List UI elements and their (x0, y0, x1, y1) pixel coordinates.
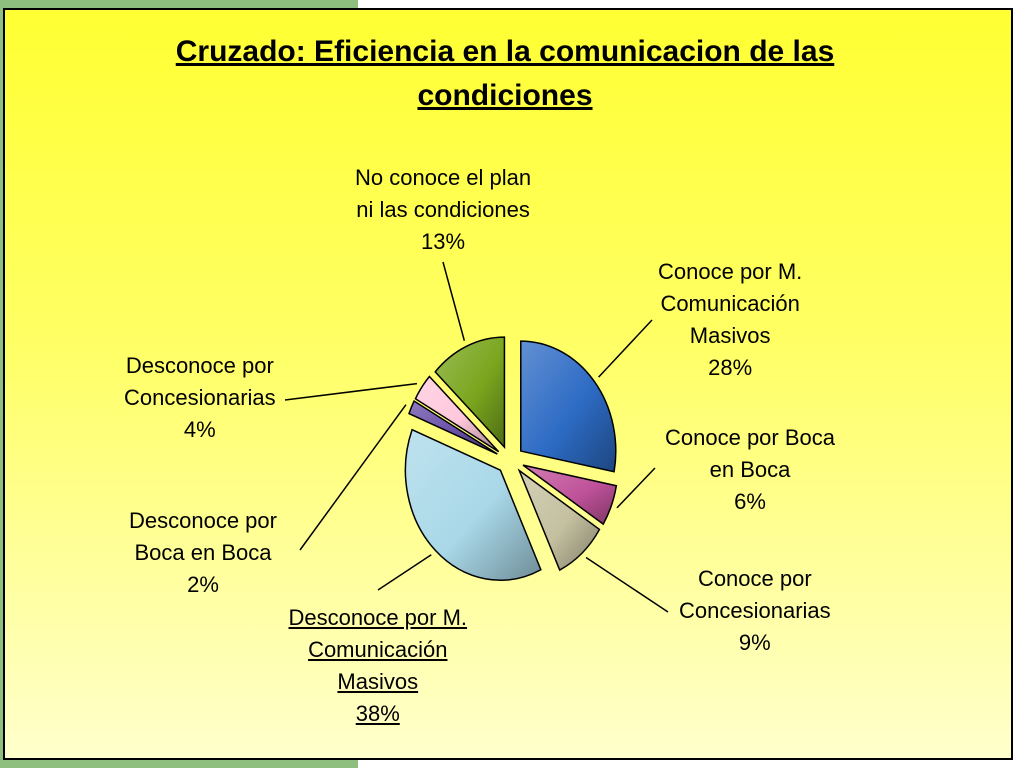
slice-label-line: Concesionarias (679, 598, 831, 623)
slice-value-label: 38% (355, 701, 400, 726)
pie-slice (522, 464, 618, 526)
slice-label: No conoce el plan ni las condiciones 13% (355, 162, 531, 258)
slice-label-line: en Boca (709, 457, 791, 482)
leader-line (585, 556, 669, 613)
pie-slice (404, 428, 542, 581)
slice-label-line: Comunicación (308, 637, 448, 662)
chart-title-line-1: Cruzado: Eficiencia en la comunicacion d… (175, 35, 835, 68)
slice-label: Conoce por Boca en Boca 6% (665, 422, 835, 518)
slice-value-label: 9% (738, 630, 771, 655)
slice-label: Desconoce por Concesionarias 4% (124, 350, 276, 446)
leader-line (598, 319, 653, 378)
chart-title: Cruzado: Eficiencia en la comunicacion d… (110, 30, 900, 118)
slice-label-line: Conoce por Boca (665, 425, 835, 450)
leader-line (377, 554, 432, 591)
pie-slice (414, 375, 500, 453)
slice-label-line: Desconoce por M. (288, 605, 468, 630)
slice-label-line: Concesionarias (124, 385, 276, 410)
pie-slice (434, 336, 506, 450)
slice-value-label: 2% (187, 572, 219, 597)
pie-slice (517, 468, 601, 572)
slice-label-line: Conoce por (697, 566, 812, 591)
slice-label-line: Boca en Boca (134, 540, 272, 565)
slice-label-line: ni las condiciones (356, 197, 530, 222)
slice-value-label: 13% (421, 229, 466, 254)
slice-label-line: Masivos (337, 669, 419, 694)
slice-label: Desconoce por M. Comunicación Masivos 38% (289, 602, 468, 730)
slice-value-label: 28% (708, 355, 753, 380)
leader-line (442, 261, 466, 341)
slice-label-line: No conoce el plan (355, 165, 532, 190)
leader-line (299, 404, 407, 551)
leader-line (616, 467, 656, 509)
slice-label-line: Conoce por M. (658, 259, 803, 284)
chart-frame (3, 8, 1013, 760)
slice-label-line: Desconoce por (125, 353, 274, 378)
slice-label-line: Masivos (689, 323, 771, 348)
slice-value-label: 6% (734, 489, 766, 514)
slice-label-line: Comunicación (660, 291, 800, 316)
slice-label: Conoce por Concesionarias 9% (679, 563, 831, 659)
chart-title-line-2: condiciones (417, 79, 593, 112)
pie-slice (520, 340, 617, 473)
pie-slice (408, 399, 498, 455)
slice-value-label: 4% (183, 417, 216, 442)
slice-label-line: Desconoce por (129, 508, 277, 533)
slice-label: Conoce por M. Comunicación Masivos 28% (658, 256, 802, 384)
slice-label: Desconoce por Boca en Boca 2% (129, 505, 277, 601)
leader-line (284, 382, 418, 401)
